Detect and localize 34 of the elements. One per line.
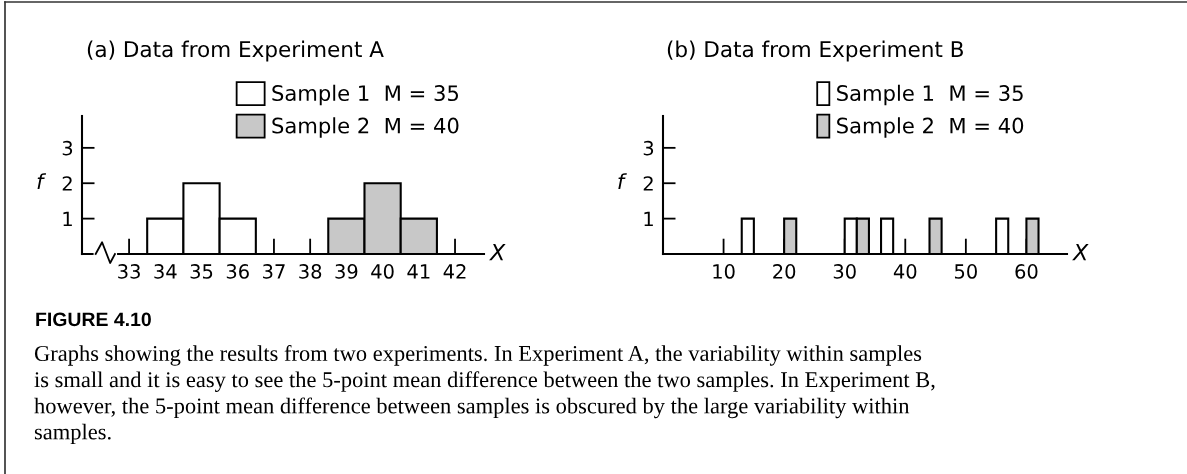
x-tick-label: 34 bbox=[154, 264, 177, 279]
x-tick-label: 60 bbox=[1015, 264, 1038, 279]
x-tick-label: 38 bbox=[299, 264, 322, 279]
legend-label: Sample 2 M = 40 bbox=[837, 117, 1024, 138]
text: Graphs showing the results from two experiments. In Experiment A, the variability within samples is small and it is easy to see the 5-point mean difference between the two samples. In Experiment B, however, the 5-point mean difference between samples is obscured by the large variability within samples. bbox=[34, 345, 935, 445]
y-axis-title: f bbox=[618, 173, 627, 189]
legend-label: Sample 1 M = 35 bbox=[272, 84, 459, 106]
x-tick-label: 39 bbox=[335, 264, 358, 279]
x-tick-label: 30 bbox=[833, 264, 856, 279]
caption: FIGURE 4.10 bbox=[36, 312, 151, 327]
y-tick-label: 1 bbox=[644, 211, 653, 226]
y-tick-label: 2 bbox=[643, 176, 653, 191]
x-tick-label: 37 bbox=[263, 264, 285, 279]
x-axis-title: X bbox=[1072, 243, 1089, 261]
y-axis-title: f bbox=[37, 173, 47, 189]
chart-title: (a) Data from Experiment A bbox=[87, 40, 384, 62]
x-tick-label: 33 bbox=[118, 264, 140, 279]
x-tick-label: 35 bbox=[190, 264, 213, 279]
y-tick-label: 2 bbox=[62, 176, 72, 191]
y-tick-label: 3 bbox=[643, 140, 654, 156]
x-tick-label: 40 bbox=[371, 264, 394, 279]
legend-label: Sample 2 M = 40 bbox=[272, 117, 459, 138]
x-tick-label: 50 bbox=[954, 264, 977, 279]
x-tick-label: 10 bbox=[713, 264, 735, 279]
x-tick-label: 40 bbox=[893, 264, 917, 279]
x-axis-title: X bbox=[489, 243, 506, 261]
legend-label: Sample 1 M = 35 bbox=[837, 84, 1023, 106]
x-tick-label: 20 bbox=[773, 264, 796, 279]
x-tick-label: 42 bbox=[443, 264, 466, 279]
y-tick-label: 3 bbox=[62, 140, 73, 156]
chart-title: (b) Data from Experiment B bbox=[667, 40, 963, 62]
x-tick-label: 41 bbox=[407, 264, 430, 279]
x-tick-label: 36 bbox=[226, 264, 249, 279]
y-tick-label: 1 bbox=[63, 211, 72, 226]
